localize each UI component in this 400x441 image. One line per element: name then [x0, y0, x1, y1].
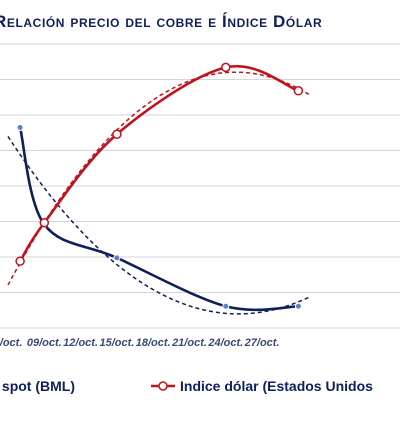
data-point-indice-dolar [112, 129, 122, 139]
series-line-indice-dolar [18, 64, 299, 262]
legend: ecio spot (BML) Indice dólar (Estados Un… [0, 378, 400, 402]
x-tick-label: 21/oct. [171, 337, 207, 349]
data-point-cobre [16, 124, 24, 132]
legend-label-cobre: ecio spot (BML) [0, 378, 75, 394]
series-lines [7, 62, 311, 315]
data-point-indice-dolar [221, 62, 231, 73]
legend-swatch-indice-dolar [151, 381, 175, 391]
x-axis-ticks: 6/oct. 09/oct.12/oct.15/oct.18/oct.21/oct… [0, 337, 280, 349]
legend-item-indice-dolar: Indice dólar (Estados Unidos [150, 378, 373, 394]
data-point-indice-dolar [39, 218, 50, 228]
x-tick-label: 12/oct. [63, 337, 98, 349]
x-tick-label: 27/oct. [244, 337, 280, 349]
data-point-indice-dolar [15, 256, 25, 266]
x-tick-label: 09/oct. [27, 337, 62, 349]
grid-lines [0, 43, 400, 329]
legend-label-indice-dolar: Indice dólar (Estados Unidos [180, 378, 373, 394]
data-point-cobre [294, 302, 302, 310]
series-line-cobre [18, 127, 299, 312]
data-point-cobre [113, 254, 121, 262]
data-point-indice-dolar [293, 86, 304, 96]
trendline-cobre [7, 136, 311, 315]
x-tick-label: 6/oct. [0, 337, 22, 349]
legend-item-cobre: ecio spot (BML) [0, 378, 75, 394]
x-tick-label: 24/oct. [207, 337, 243, 349]
x-tick-label: 18/oct. [136, 337, 171, 349]
trendline-indice-dolar [7, 71, 311, 286]
x-tick-label: 15/oct. [99, 337, 134, 349]
chart-title: Relación precio del cobre e Índice Dólar [0, 12, 323, 31]
data-point-cobre [222, 302, 230, 310]
